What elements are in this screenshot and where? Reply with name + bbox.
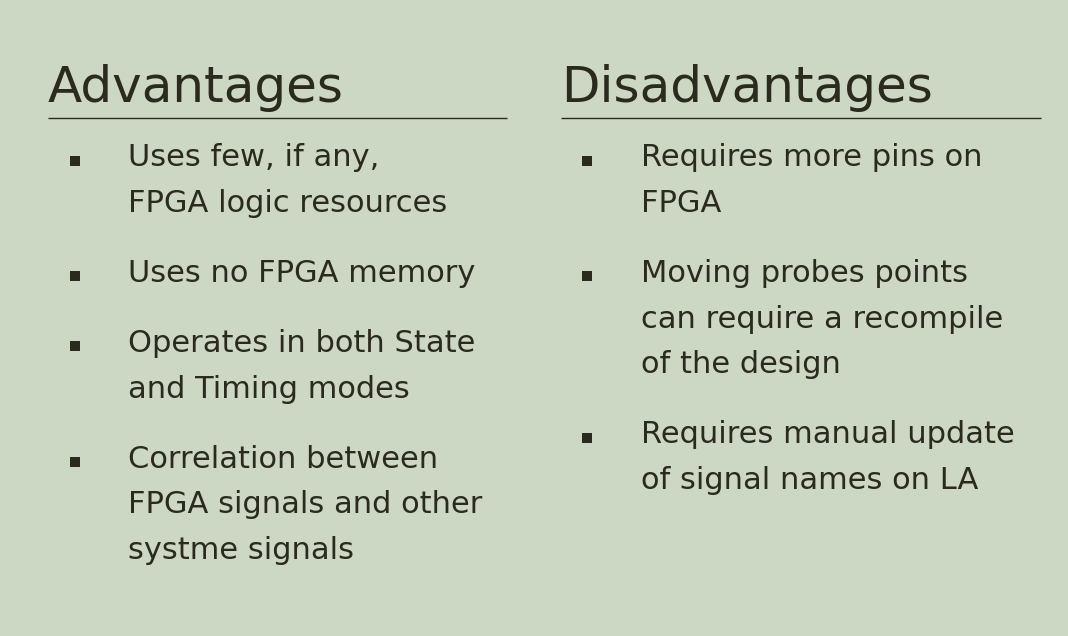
Text: Requires manual update: Requires manual update bbox=[641, 420, 1015, 450]
Text: of signal names on LA: of signal names on LA bbox=[641, 466, 978, 495]
Text: Uses no FPGA memory: Uses no FPGA memory bbox=[128, 259, 475, 288]
Text: Advantages: Advantages bbox=[48, 64, 344, 111]
Text: and Timing modes: and Timing modes bbox=[128, 375, 410, 404]
Text: Moving probes points: Moving probes points bbox=[641, 259, 968, 288]
Text: FPGA logic resources: FPGA logic resources bbox=[128, 189, 447, 218]
Text: of the design: of the design bbox=[641, 350, 841, 380]
Text: Correlation between: Correlation between bbox=[128, 445, 438, 474]
Text: systme signals: systme signals bbox=[128, 536, 355, 565]
Text: Requires more pins on: Requires more pins on bbox=[641, 143, 983, 172]
Text: Disadvantages: Disadvantages bbox=[561, 64, 932, 111]
Text: Operates in both State: Operates in both State bbox=[128, 329, 475, 358]
Text: can require a recompile: can require a recompile bbox=[641, 305, 1003, 334]
Text: FPGA: FPGA bbox=[641, 189, 721, 218]
Text: FPGA signals and other: FPGA signals and other bbox=[128, 490, 483, 520]
Text: Uses few, if any,: Uses few, if any, bbox=[128, 143, 379, 172]
